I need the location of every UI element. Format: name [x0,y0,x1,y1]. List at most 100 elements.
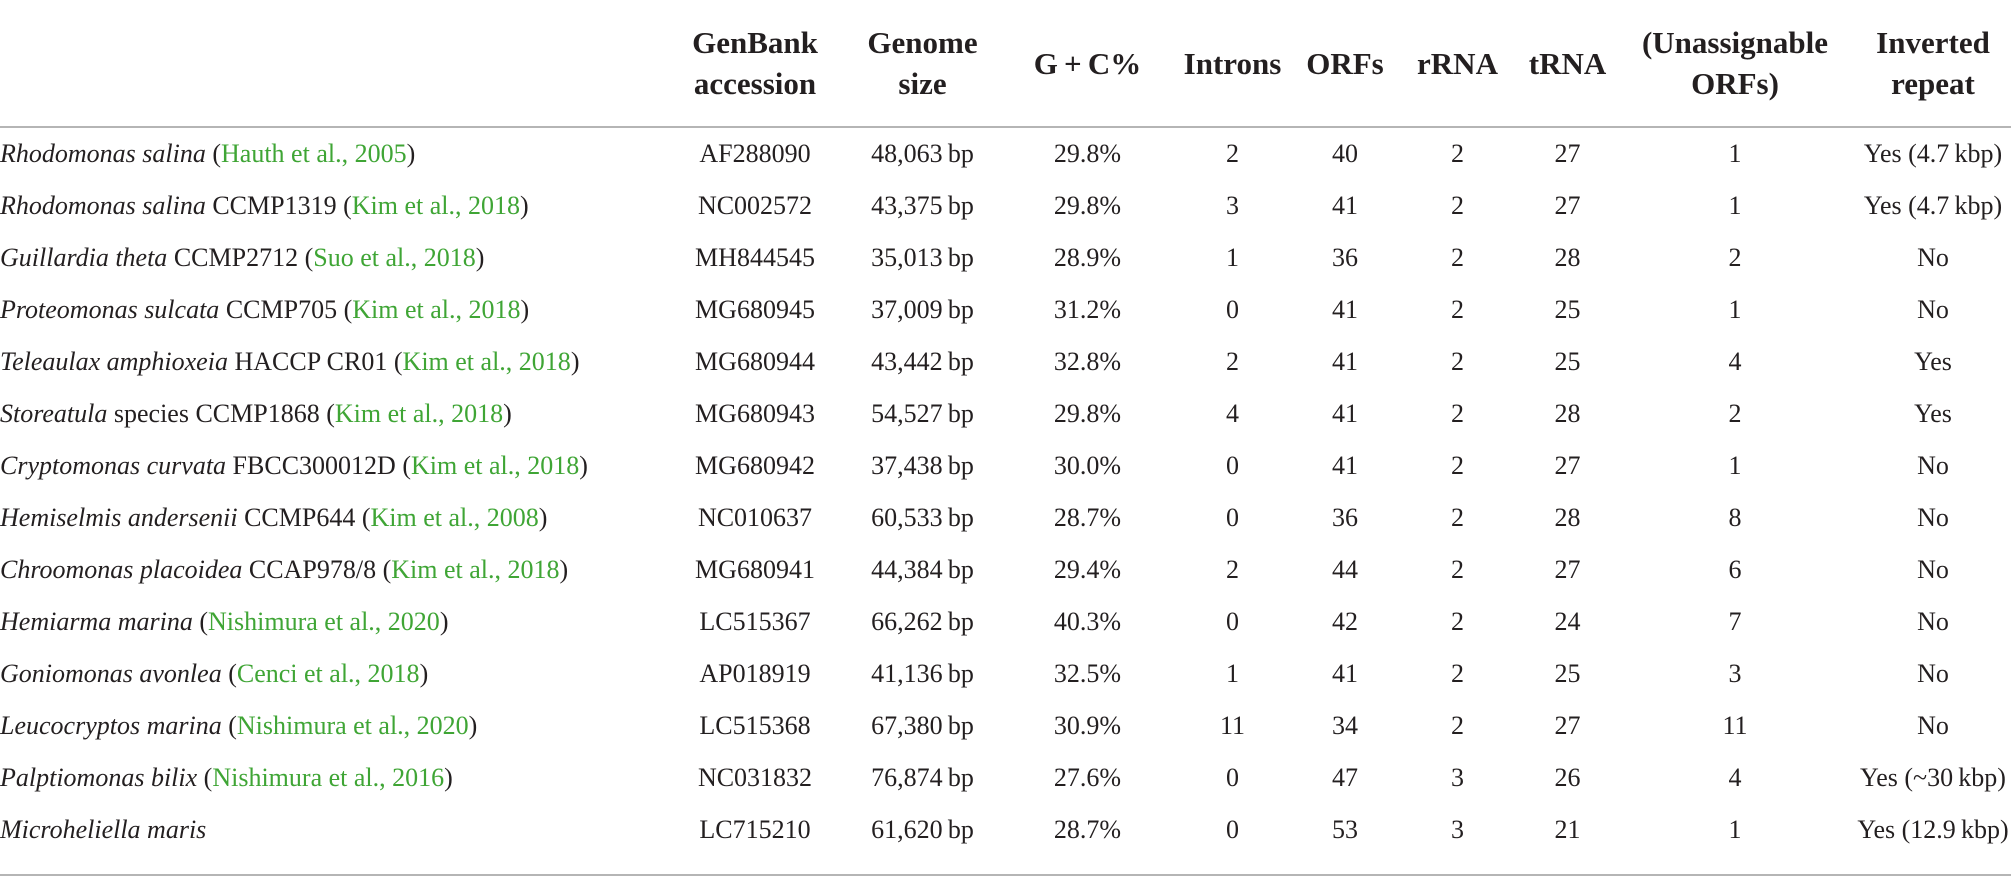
inverted-repeat-cell: Yes (12.9 kbp) [1857,815,2009,844]
trna-cell: 28 [1554,503,1581,532]
rrna-cell: 2 [1451,191,1464,220]
trna-cell: 28 [1554,243,1581,272]
inverted-repeat-cell: Yes (4.7 kbp) [1863,139,2003,168]
rrna-cell: 2 [1451,139,1464,168]
reference-link[interactable]: Kim et al., 2018 [352,295,521,324]
trna-cell: 24 [1554,607,1581,636]
species-cell: Rhodomonas salina CCMP1319 (Kim et al., … [0,191,529,220]
species-name: Hemiarma marina [0,607,193,636]
header-genome-size: Genome size [867,25,978,101]
accession-cell: LC515367 [699,607,811,636]
species-name: Microheliella maris [0,815,207,844]
trna-cell: 25 [1554,347,1581,376]
reference-link[interactable]: Kim et al., 2018 [391,555,560,584]
accession-cell: AF288090 [699,139,811,168]
strain-label: CCMP2712 [173,243,299,272]
reference-link[interactable]: Kim et al., 2018 [351,191,521,220]
gc-cell: 30.9% [1053,711,1122,740]
inverted-repeat-cell: No [1917,607,1949,636]
trna-cell: 25 [1554,659,1581,688]
reference-link[interactable]: Cenci et al., 2018 [236,659,420,688]
reference-link[interactable]: Nishimura et al., 2020 [208,607,440,636]
gc-cell: 28.7% [1053,815,1122,844]
orfs-cell: 34 [1332,711,1358,740]
species-name: Leucocryptos marina [0,711,222,740]
table-header-row: GenBank accession Genome size G + C% Int… [0,0,2011,127]
orfs-cell: 41 [1332,295,1358,324]
bottom-rule [0,874,2011,876]
gc-cell: 27.6% [1053,763,1122,792]
introns-cell: 2 [1226,139,1239,168]
reference-link[interactable]: Nishimura et al., 2020 [236,711,469,740]
species-name: Palptiomonas bilix [0,763,198,792]
strain-label: CCAP978/8 [248,555,377,584]
reference-link[interactable]: Kim et al., 2008 [370,503,539,532]
accession-cell: MG680942 [695,451,815,480]
table-row: Hemiarma marina (Nishimura et al., 2020)… [0,596,2011,648]
rrna-cell: 2 [1451,607,1464,636]
genome-size-cell: 76,874 bp [871,763,974,792]
unassignable-cell: 1 [1728,451,1742,480]
header-unassignable: (Unassignable ORFs) [1641,25,1829,101]
species-cell: Proteomonas sulcata CCMP705 (Kim et al.,… [0,295,530,324]
genome-size-cell: 41,136 bp [871,659,974,688]
trna-cell: 27 [1554,451,1581,480]
accession-cell: AP018919 [699,659,811,688]
genome-size-cell: 43,375 bp [871,191,974,220]
species-cell: Rhodomonas salina (Hauth et al., 2005) [0,139,416,168]
species-name: Guillardia theta [0,243,168,272]
header-gc: G + C% [1033,45,1142,81]
reference-link[interactable]: Nishimura et al., 2016 [212,763,445,792]
rrna-cell: 3 [1451,763,1464,792]
gc-cell: 32.5% [1053,659,1122,688]
table-row: Teleaulax amphioxeia HACCP CR01 (Kim et … [0,336,2011,388]
species-name: Proteomonas sulcata [0,295,220,324]
reference-link[interactable]: Kim et al., 2018 [410,451,580,480]
inverted-repeat-cell: No [1917,243,1949,272]
orfs-cell: 41 [1332,659,1358,688]
inverted-repeat-cell: No [1917,503,1949,532]
orfs-cell: 36 [1332,503,1358,532]
reference-link[interactable]: Hauth et al., 2005 [221,139,407,168]
strain-label: CCMP705 [225,295,338,324]
species-cell: Chroomonas placoidea CCAP978/8 (Kim et a… [0,555,569,584]
unassignable-cell: 8 [1728,503,1742,532]
table-row: Storeatula species CCMP1868 (Kim et al.,… [0,388,2011,440]
unassignable-cell: 4 [1728,347,1742,376]
genome-size-cell: 61,620 bp [871,815,974,844]
orfs-cell: 36 [1332,243,1358,272]
genome-size-cell: 44,384 bp [871,555,974,584]
rrna-cell: 2 [1451,503,1464,532]
unassignable-cell: 1 [1728,295,1742,324]
species-name: Rhodomonas salina [0,139,206,168]
table-row: Cryptomonas curvata FBCC300012D (Kim et … [0,440,2011,492]
genome-size-cell: 35,013 bp [871,243,974,272]
table-row: Palptiomonas bilix (Nishimura et al., 20… [0,752,2011,804]
gc-cell: 29.8% [1053,139,1122,168]
inverted-repeat-cell: No [1917,555,1949,584]
species-name: Cryptomonas curvata [0,451,227,480]
unassignable-cell: 2 [1728,399,1742,428]
species-cell: Palptiomonas bilix (Nishimura et al., 20… [0,763,453,792]
introns-cell: 11 [1219,711,1246,740]
gc-cell: 40.3% [1053,607,1122,636]
inverted-repeat-cell: Yes (~30 kbp) [1860,763,2006,792]
gc-cell: 29.8% [1053,191,1122,220]
reference-link[interactable]: Kim et al., 2018 [334,399,504,428]
table-row: Guillardia theta CCMP2712 (Suo et al., 2… [0,232,2011,284]
gc-cell: 28.7% [1053,503,1122,532]
header-inverted-repeat: Inverted repeat [1876,25,1990,101]
accession-cell: MG680943 [695,399,815,428]
reference-link[interactable]: Kim et al., 2018 [402,347,571,376]
inverted-repeat-cell: Yes (4.7 kbp) [1863,191,2003,220]
accession-cell: MG680941 [695,555,815,584]
trna-cell: 28 [1554,399,1581,428]
species-name: Storeatula [0,399,108,428]
genome-size-cell: 48,063 bp [871,139,974,168]
rrna-cell: 2 [1451,243,1464,272]
genome-size-cell: 67,380 bp [871,711,974,740]
species-cell: Teleaulax amphioxeia HACCP CR01 (Kim et … [0,347,580,376]
reference-link[interactable]: Suo et al., 2018 [313,243,476,272]
strain-label: species CCMP1868 [113,399,320,428]
strain-label: CCMP644 [244,503,356,532]
